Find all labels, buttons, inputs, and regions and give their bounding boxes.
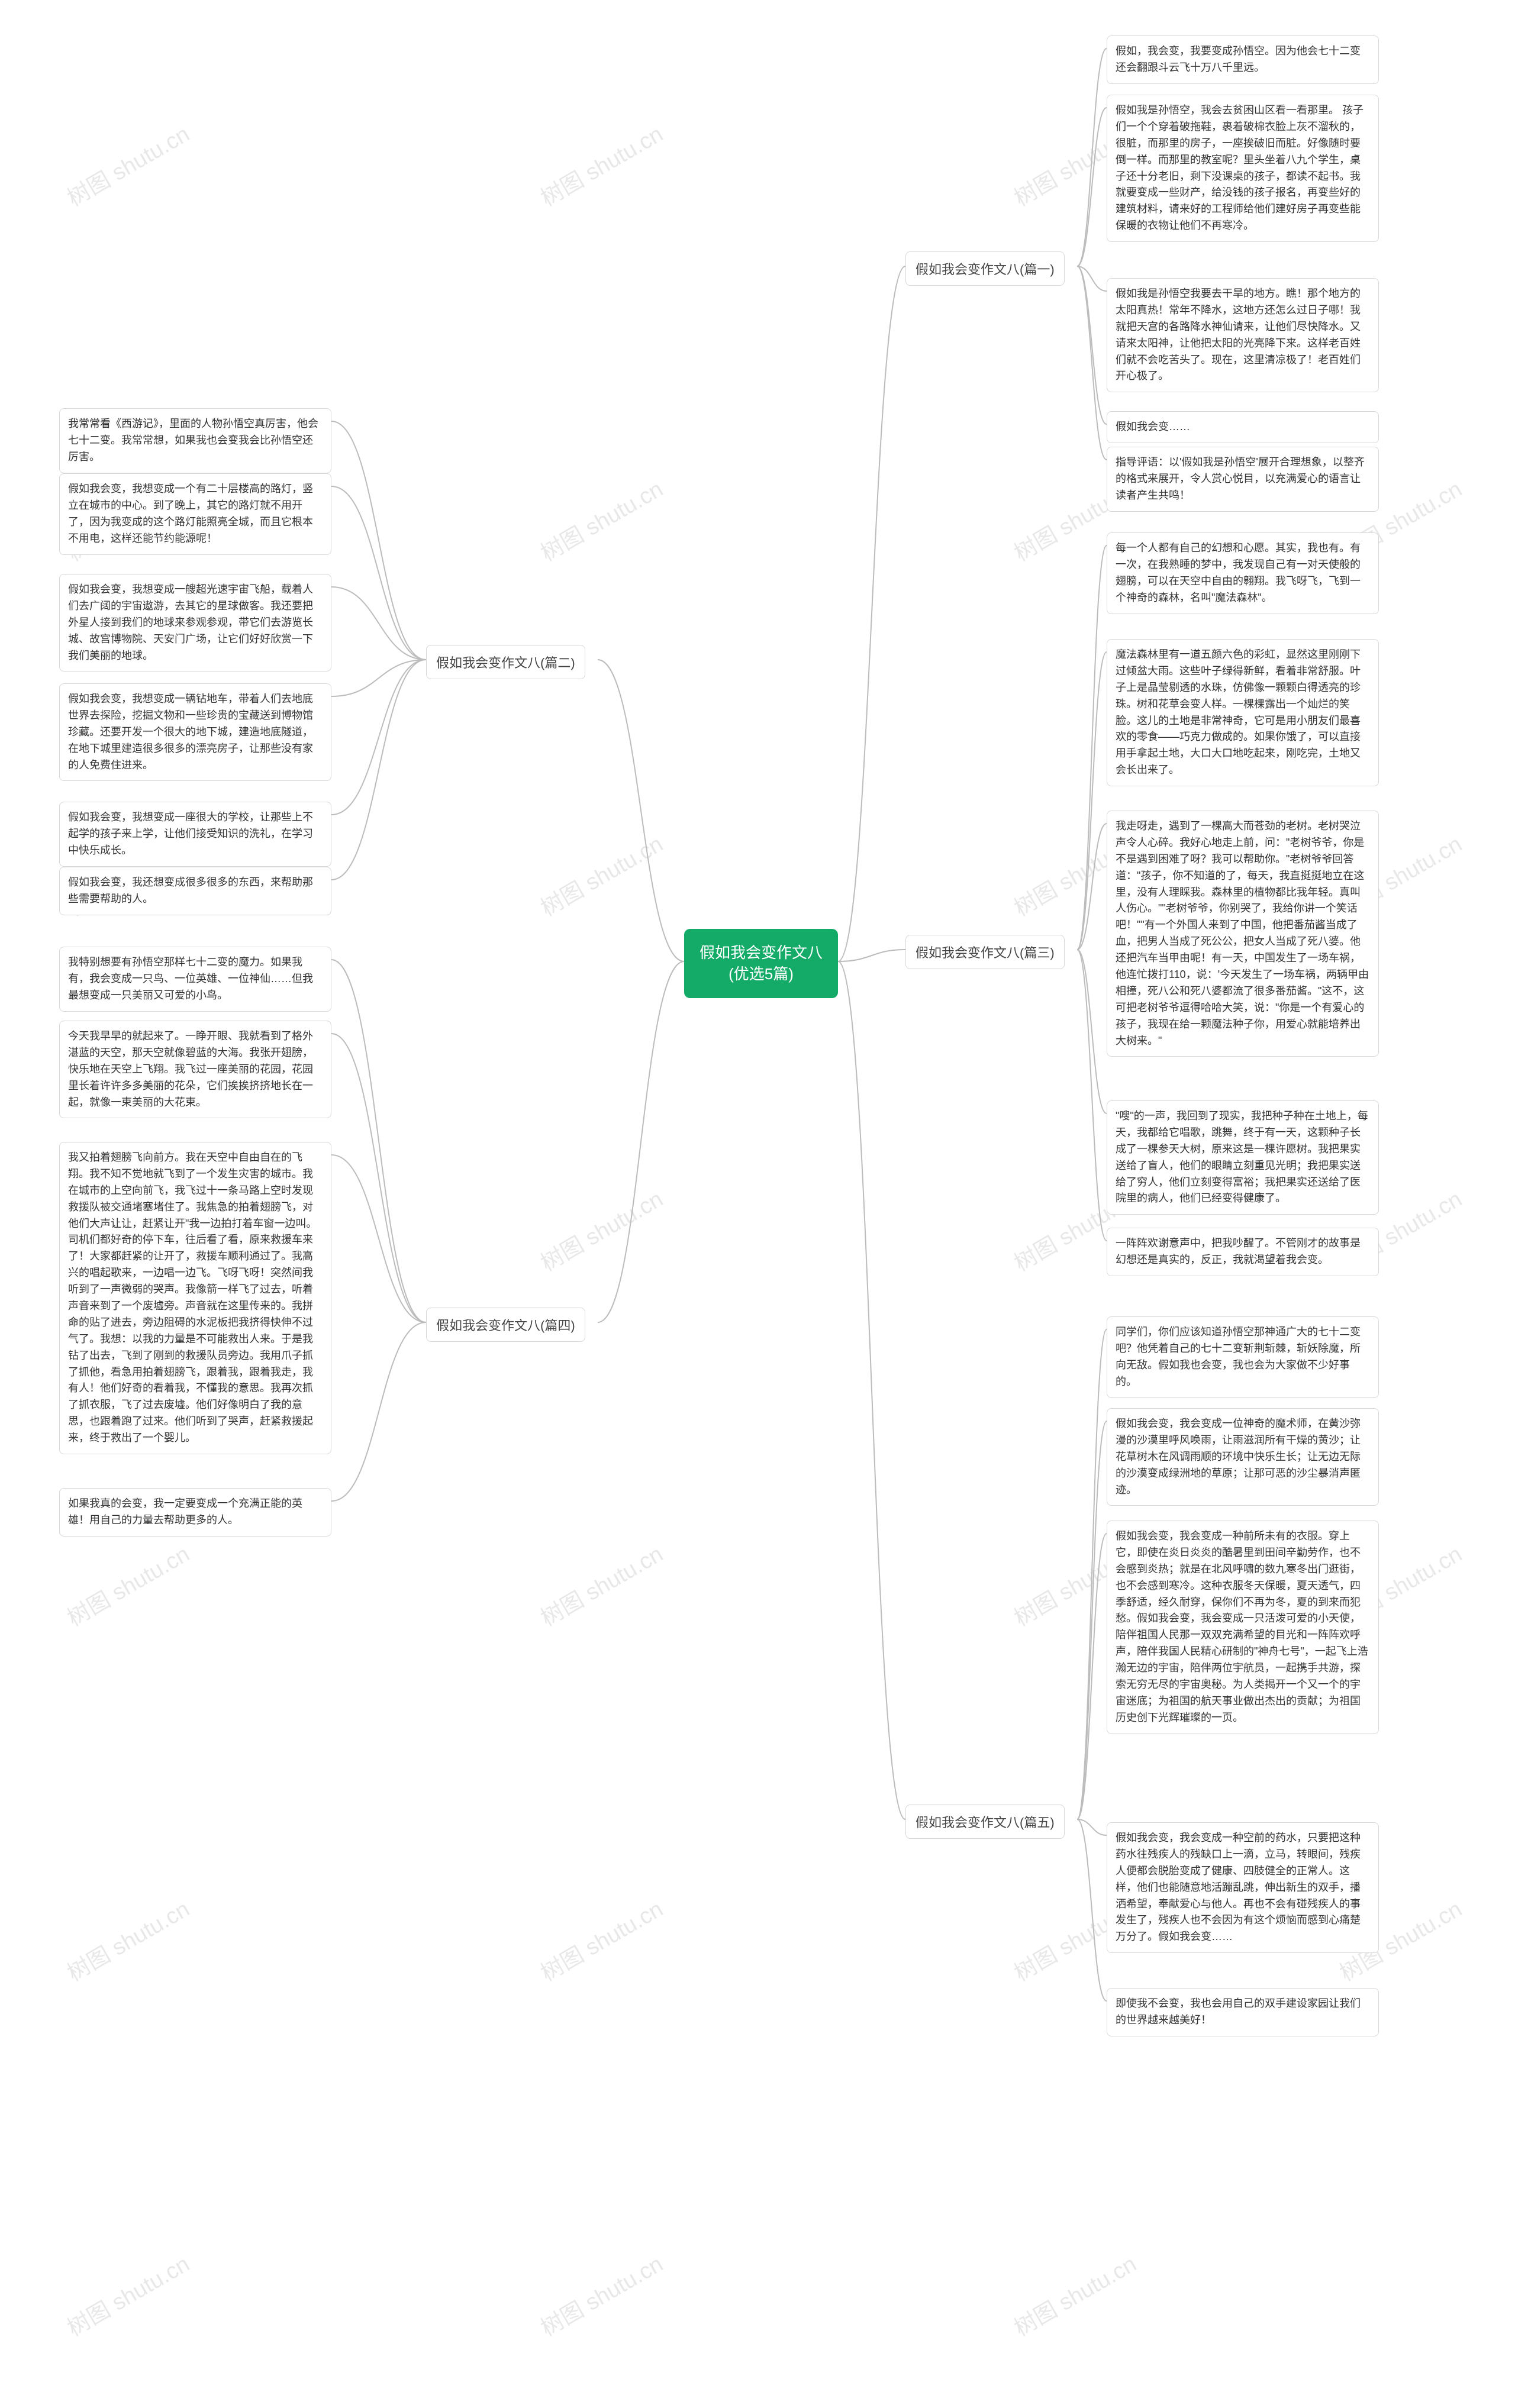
watermark: 树图 shutu.cn: [534, 1891, 668, 1987]
watermark: 树图 shutu.cn: [1007, 2246, 1142, 2342]
leaf-node: 我特别想要有孙悟空那样七十二变的魔力。如果我有，我会变成一只鸟、一位英雄、一位神…: [59, 947, 331, 1012]
watermark: 树图 shutu.cn: [534, 116, 668, 212]
leaf-node: 每一个人都有自己的幻想和心愿。其实，我也有。有一次，在我熟睡的梦中，我发现自己有…: [1107, 532, 1379, 614]
leaf-node: 假如我会变，我想变成一个有二十层楼高的路灯，竖立在城市的中心。到了晚上，其它的路…: [59, 473, 331, 555]
watermark: 树图 shutu.cn: [534, 1181, 668, 1277]
leaf-node: 假如我会变……: [1107, 411, 1379, 443]
leaf-node: 假如我会变，我想变成一辆钻地车，带着人们去地底世界去探险，挖掘文物和一些珍贵的宝…: [59, 683, 331, 781]
leaf-node: 今天我早早的就起来了。一睁开眼、我就看到了格外湛蓝的天空，那天空就像碧蓝的大海。…: [59, 1021, 331, 1118]
watermark: 树图 shutu.cn: [534, 2246, 668, 2342]
watermark: 树图 shutu.cn: [534, 1536, 668, 1632]
leaf-node: 如果我真的会变，我一定要变成一个充满正能的英雄！用自己的力量去帮助更多的人。: [59, 1488, 331, 1537]
leaf-node: "嗖"的一声，我回到了现实，我把种子种在土地上，每天，我都给它唱歌，跳舞，终于有…: [1107, 1100, 1379, 1215]
branch-node: 假如我会变作文八(篇五): [905, 1805, 1065, 1839]
leaf-node: 假如我会变，我会变成一种前所未有的衣服。穿上它，即使在炎日炎炎的酷暑里到田间辛勤…: [1107, 1521, 1379, 1734]
watermark: 树图 shutu.cn: [534, 826, 668, 922]
watermark: 树图 shutu.cn: [60, 1536, 195, 1632]
watermark: 树图 shutu.cn: [534, 471, 668, 567]
leaf-node: 我走呀走，遇到了一棵高大而苍劲的老树。老树哭泣声令人心碎。我好心地走上前，问："…: [1107, 811, 1379, 1057]
leaf-node: 假如我是孙悟空我要去干旱的地方。瞧！那个地方的太阳真热！常年不降水，这地方还怎么…: [1107, 278, 1379, 392]
leaf-node: 同学们，你们应该知道孙悟空那神通广大的七十二变吧？他凭着自己的七十二变斩荆斩棘，…: [1107, 1316, 1379, 1398]
leaf-node: 假如我会变，我想变成一艘超光速宇宙飞船，载着人们去广阔的宇宙遨游，去其它的星球做…: [59, 574, 331, 672]
branch-node: 假如我会变作文八(篇三): [905, 935, 1065, 969]
watermark: 树图 shutu.cn: [60, 2246, 195, 2342]
branch-node: 假如我会变作文八(篇一): [905, 251, 1065, 286]
leaf-node: 假如我会变，我还想变成很多很多的东西，来帮助那些需要帮助的人。: [59, 867, 331, 915]
leaf-node: 指导评语：以'假如我是孙悟空'展开合理想象，以整齐的格式来展开，令人赏心悦目，以…: [1107, 447, 1379, 512]
leaf-node: 即使我不会变，我也会用自己的双手建设家园让我们的世界越来越美好！: [1107, 1988, 1379, 2036]
central-node: 假如我会变作文八(优选5篇): [684, 929, 838, 998]
branch-node: 假如我会变作文八(篇二): [426, 645, 585, 679]
leaf-node: 假如我会变，我会变成一位神奇的魔术师，在黄沙弥漫的沙漠里呼风唤雨，让雨滋润所有干…: [1107, 1408, 1379, 1506]
leaf-node: 假如我是孙悟空，我会去贫困山区看一看那里。 孩子们一个个穿着破拖鞋，裹着破棉衣脸…: [1107, 95, 1379, 242]
leaf-node: 我又拍着翅膀飞向前方。我在天空中自由自在的飞翔。我不知不觉地就飞到了一个发生灾害…: [59, 1142, 331, 1454]
leaf-node: 一阵阵欢谢意声中，把我吵醒了。不管刚才的故事是幻想还是真实的，反正，我就渴望着我…: [1107, 1228, 1379, 1276]
watermark: 树图 shutu.cn: [60, 116, 195, 212]
leaf-node: 魔法森林里有一道五颜六色的彩虹，显然这里刚刚下过倾盆大雨。这些叶子绿得新鲜，看着…: [1107, 639, 1379, 786]
leaf-node: 假如我会变，我会变成一种空前的药水，只要把这种药水往残疾人的残缺口上一滴，立马，…: [1107, 1822, 1379, 1953]
leaf-node: 假如我会变，我想变成一座很大的学校，让那些上不起学的孩子来上学，让他们接受知识的…: [59, 802, 331, 867]
watermark: 树图 shutu.cn: [60, 1891, 195, 1987]
leaf-node: 我常常看《西游记》，里面的人物孙悟空真厉害，他会七十二变。我常常想，如果我也会变…: [59, 408, 331, 473]
branch-node: 假如我会变作文八(篇四): [426, 1308, 585, 1342]
leaf-node: 假如，我会变，我要变成孙悟空。因为他会七十二变还会翻跟斗云飞十万八千里远。: [1107, 35, 1379, 84]
